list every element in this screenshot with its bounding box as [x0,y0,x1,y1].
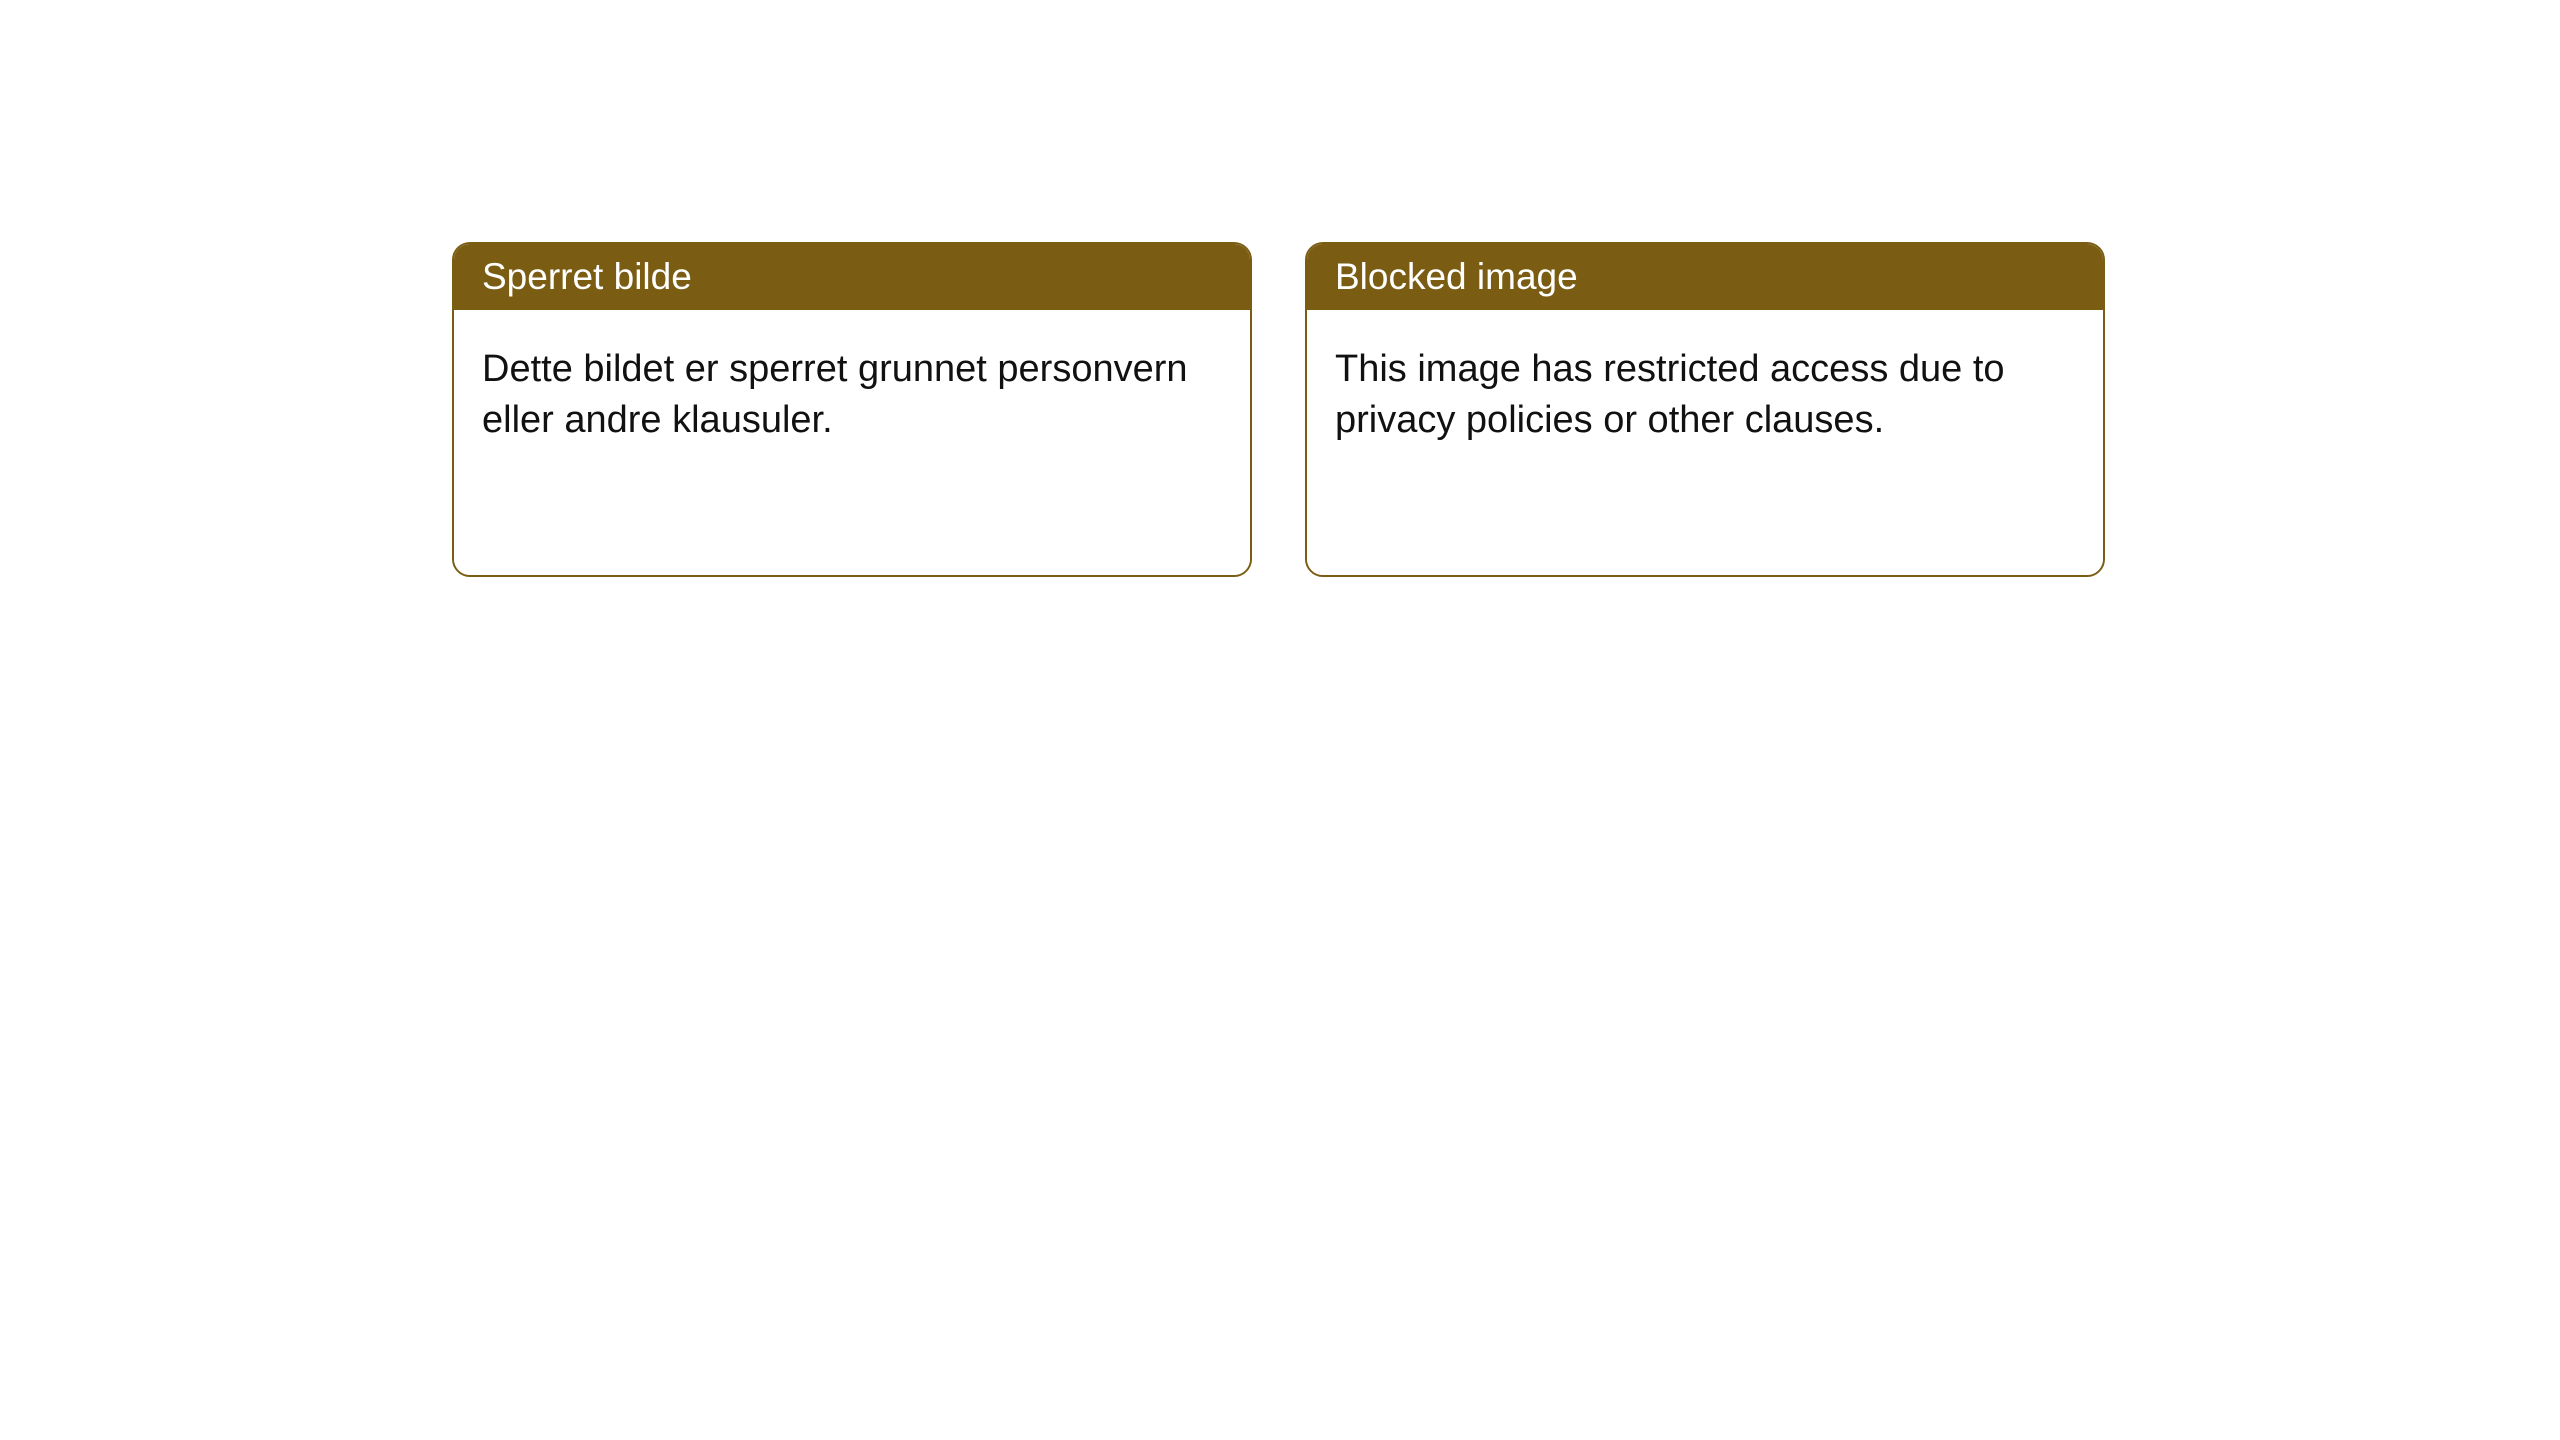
notice-header: Blocked image [1307,244,2103,310]
notice-body: This image has restricted access due to … [1307,310,2103,575]
notice-title-text: Blocked image [1335,256,1578,297]
notice-card-norwegian: Sperret bilde Dette bildet er sperret gr… [452,242,1252,577]
notice-container: Sperret bilde Dette bildet er sperret gr… [452,242,2105,577]
notice-body-text: Dette bildet er sperret grunnet personve… [482,348,1188,441]
notice-body-text: This image has restricted access due to … [1335,348,2005,441]
notice-body: Dette bildet er sperret grunnet personve… [454,310,1250,575]
notice-title-text: Sperret bilde [482,256,692,297]
notice-card-english: Blocked image This image has restricted … [1305,242,2105,577]
notice-header: Sperret bilde [454,244,1250,310]
